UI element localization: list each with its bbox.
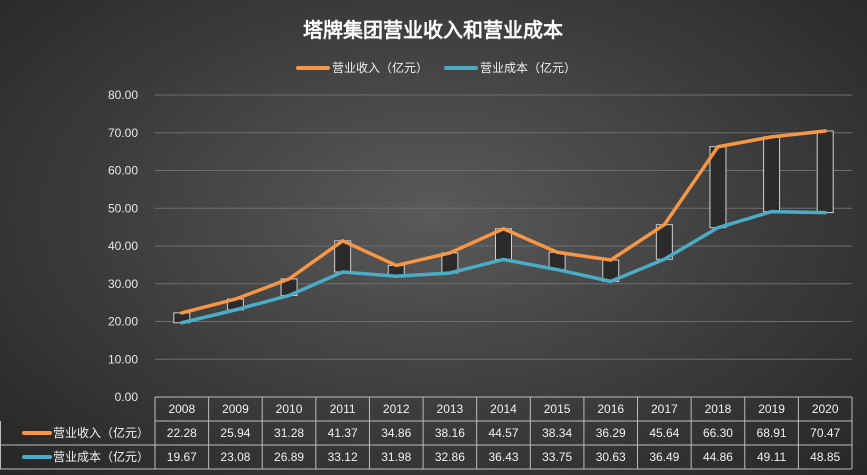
data-point — [448, 251, 452, 255]
data-point — [233, 308, 238, 312]
y-axis: 0.00 10.00 20.00 30.00 40.00 50.00 60.00 70.00 8… — [108, 88, 138, 404]
table-cell: 38.16 — [435, 426, 465, 440]
data-point — [341, 239, 345, 243]
table-cell: 31.28 — [274, 426, 304, 440]
x-tick-label: 2012 — [383, 402, 410, 416]
y-tick-label: 30.00 — [108, 277, 138, 291]
legend-label-1: 营业收入（亿元） — [332, 60, 428, 75]
x-tick-label: 2013 — [437, 402, 464, 416]
up-down-bar — [495, 228, 512, 260]
table-cell: 44.57 — [488, 426, 518, 440]
x-tick-label: 2016 — [597, 402, 624, 416]
y-tick-label: 50.00 — [108, 201, 138, 215]
table-cell: 33.75 — [542, 450, 572, 464]
chart-title: 塔牌集团营业收入和营业成本 — [303, 18, 563, 42]
data-table: 2008 2009 2010 2011 2012 2013 2014 2015 2016 2017… — [0, 396, 853, 470]
table-cell: 22.28 — [167, 426, 197, 440]
table-cell: 36.43 — [488, 450, 518, 464]
table-series-name: 营业收入（亿元） — [53, 425, 149, 440]
data-point — [555, 250, 559, 254]
x-tick-label: 2009 — [222, 402, 249, 416]
x-tick-label: 2011 — [330, 402, 356, 416]
data-point — [662, 223, 666, 227]
table-cell: 36.29 — [596, 426, 626, 440]
data-point — [823, 129, 827, 133]
table-cell: 31.98 — [381, 450, 411, 464]
x-tick-label: 2017 — [651, 402, 678, 416]
table-series-name: 营业成本（亿元） — [53, 449, 149, 464]
up-down-bars — [173, 130, 834, 324]
table-cell: 66.30 — [703, 426, 733, 440]
table-cell: 26.89 — [274, 450, 304, 464]
table-cell: 68.91 — [757, 426, 787, 440]
up-down-bar — [709, 146, 727, 229]
table-cell: 44.86 — [703, 450, 733, 464]
legend-label-2: 营业成本（亿元） — [480, 60, 576, 75]
data-point — [716, 226, 720, 230]
data-point — [180, 321, 184, 325]
y-tick-label: 10.00 — [108, 352, 138, 366]
data-point — [394, 274, 398, 278]
y-tick-label: 80.00 — [108, 88, 138, 102]
data-point — [287, 293, 291, 298]
up-down-bar — [763, 136, 781, 213]
y-tick-label: 20.00 — [108, 315, 138, 329]
x-tick-label: 2015 — [544, 402, 571, 416]
table-cell: 70.47 — [810, 426, 840, 440]
table-cell: 33.12 — [328, 450, 358, 464]
y-tick-label: 60.00 — [108, 164, 138, 178]
data-point — [555, 267, 559, 272]
table-cell: 49.11 — [757, 450, 786, 464]
x-tick-label: 2008 — [168, 402, 195, 416]
x-tick-label: 2018 — [705, 402, 732, 416]
data-point — [501, 227, 506, 231]
table-cell: 48.85 — [810, 450, 840, 464]
series-line-1 — [180, 129, 827, 315]
data-point — [609, 258, 613, 262]
table-cell: 30.63 — [596, 450, 626, 464]
table-cell: 41.37 — [328, 426, 358, 440]
data-point — [287, 277, 291, 281]
x-tick-label: 2010 — [276, 402, 303, 416]
table-cell: 36.49 — [649, 450, 679, 464]
table-cell: 34.86 — [381, 426, 411, 440]
data-point — [180, 311, 184, 315]
x-tick-label: 2014 — [490, 402, 517, 416]
data-point — [394, 263, 398, 268]
data-point — [769, 210, 774, 214]
data-point — [341, 270, 345, 274]
table-cell: 45.64 — [649, 426, 679, 440]
data-point — [501, 257, 506, 262]
legend: 营业收入（亿元） 营业成本（亿元） — [296, 60, 576, 75]
x-tick-label: 2019 — [758, 402, 785, 416]
data-point — [823, 210, 827, 215]
y-tick-label: 0.00 — [115, 390, 139, 404]
data-point — [609, 279, 613, 283]
up-down-bar — [816, 130, 834, 214]
y-tick-label: 70.00 — [108, 126, 138, 140]
table-cell: 23.08 — [220, 450, 250, 464]
table-cell: 19.67 — [167, 450, 197, 464]
table-cell: 38.34 — [542, 426, 572, 440]
table-cell: 25.94 — [220, 426, 250, 440]
x-tick-label: 2020 — [812, 402, 839, 416]
data-point — [233, 297, 238, 301]
series-lines — [180, 129, 827, 325]
data-point — [769, 135, 774, 139]
data-point — [662, 257, 666, 261]
data-point — [716, 145, 720, 149]
table-cell: 32.86 — [435, 450, 465, 464]
data-point — [448, 271, 452, 275]
y-tick-label: 40.00 — [108, 239, 138, 253]
